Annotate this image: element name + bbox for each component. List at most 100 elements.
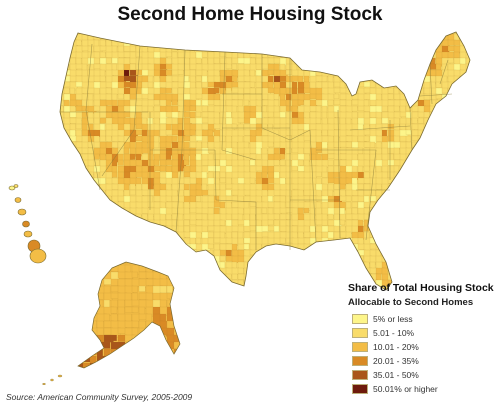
county-cell — [78, 292, 86, 303]
county-cell — [231, 225, 239, 233]
county-cell — [321, 243, 329, 252]
county-cell — [453, 81, 462, 88]
county-cell — [195, 285, 204, 290]
county-cell — [75, 123, 82, 130]
county-cell — [333, 51, 340, 58]
county-cell — [309, 261, 316, 268]
county-cell — [309, 93, 317, 100]
county-cell — [399, 231, 408, 238]
county-cell — [69, 75, 77, 82]
county-cell — [82, 334, 90, 342]
county-cell — [103, 313, 110, 322]
county-cell — [465, 153, 470, 163]
county-cell — [123, 243, 132, 251]
county-cell — [339, 207, 345, 215]
county-cell — [165, 69, 173, 76]
county-cell — [357, 45, 364, 55]
county-cell — [117, 159, 124, 166]
county-cell — [124, 355, 135, 365]
county-cell — [459, 123, 467, 131]
county-cell — [60, 231, 63, 241]
county-cell — [111, 171, 118, 178]
county-cell — [189, 285, 196, 290]
county-cell — [435, 213, 443, 220]
county-cell — [381, 219, 389, 229]
county-cell — [327, 51, 335, 58]
county-cell — [60, 135, 65, 145]
county-cell — [173, 299, 180, 310]
county-cell — [147, 261, 155, 269]
county-cell — [159, 264, 167, 272]
county-cell — [78, 334, 82, 342]
county-cell — [110, 278, 119, 286]
legend-swatch — [352, 328, 368, 338]
county-cell — [411, 207, 420, 214]
county-cell — [429, 267, 438, 274]
county-cell — [219, 171, 226, 178]
county-cell — [405, 201, 413, 210]
county-cell — [423, 147, 432, 157]
county-cell — [327, 285, 334, 290]
county-cell — [213, 87, 220, 94]
county-cell — [177, 39, 185, 46]
county-cell — [60, 237, 67, 244]
county-cell — [141, 237, 149, 246]
county-cell — [345, 273, 353, 282]
county-cell — [219, 33, 228, 43]
county-cell — [267, 63, 275, 70]
county-cell — [195, 33, 203, 42]
state-border — [309, 129, 317, 243]
county-cell — [166, 262, 175, 264]
county-cell — [93, 165, 101, 173]
county-cell — [87, 201, 96, 209]
county-cell — [195, 111, 202, 118]
county-cell — [381, 105, 388, 112]
county-cell — [369, 207, 379, 217]
county-cell — [87, 195, 95, 203]
county-cell — [327, 135, 334, 143]
county-cell — [375, 189, 383, 197]
county-cell — [357, 237, 364, 245]
county-cell — [447, 267, 456, 275]
county-cell — [129, 225, 136, 234]
county-cell — [124, 320, 134, 328]
county-cell — [453, 99, 460, 108]
county-cell — [171, 147, 179, 155]
county-cell — [147, 237, 154, 246]
county-cell — [417, 171, 424, 179]
county-cell — [315, 33, 322, 43]
county-cell — [279, 111, 286, 118]
county-cell — [363, 32, 370, 35]
county-cell — [249, 273, 256, 281]
county-cell — [60, 57, 65, 64]
county-cell — [171, 99, 178, 106]
county-cell — [417, 195, 426, 204]
county-cell — [189, 75, 196, 83]
county-cell — [345, 243, 352, 250]
county-cell — [387, 243, 396, 250]
county-cell — [393, 177, 400, 185]
county-cell — [177, 123, 184, 131]
county-cell — [81, 39, 89, 47]
county-cell — [123, 219, 130, 229]
county-cell — [159, 285, 167, 294]
county-cell — [111, 231, 120, 239]
county-cell — [423, 93, 431, 100]
legend: Share of Total Housing Stock Allocable t… — [348, 282, 498, 396]
county-cell — [105, 32, 113, 36]
county-cell — [166, 362, 173, 368]
county-cell — [152, 348, 162, 356]
county-cell — [423, 201, 431, 210]
county-cell — [339, 32, 347, 34]
county-cell — [177, 261, 186, 271]
county-cell — [405, 105, 412, 112]
county-cell — [117, 45, 124, 53]
county-cell — [177, 117, 184, 125]
county-cell — [363, 63, 371, 70]
county-cell — [417, 147, 426, 156]
county-cell — [375, 57, 383, 65]
county-cell — [87, 243, 96, 251]
county-cell — [207, 33, 214, 42]
county-cell — [123, 147, 130, 154]
county-cell — [387, 63, 396, 70]
